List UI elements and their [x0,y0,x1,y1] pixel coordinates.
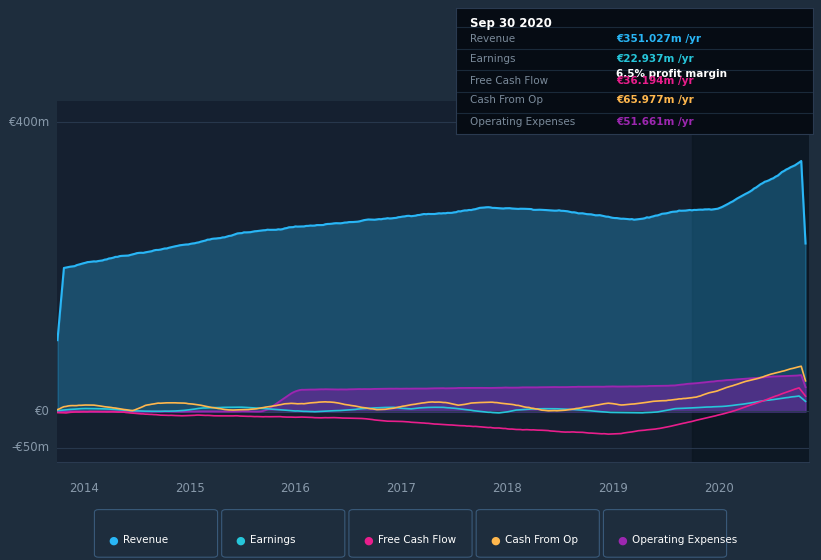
Text: 2016: 2016 [281,482,310,495]
Text: €22.937m /yr: €22.937m /yr [617,54,694,64]
Text: Free Cash Flow: Free Cash Flow [378,535,456,545]
Text: ●: ● [363,535,373,545]
Text: -€50m: -€50m [11,441,50,454]
Text: 2017: 2017 [387,482,416,495]
Text: €0: €0 [35,405,50,418]
Text: ●: ● [490,535,500,545]
Text: Earnings: Earnings [250,535,296,545]
Text: €65.977m /yr: €65.977m /yr [617,95,694,105]
Text: 2015: 2015 [175,482,204,495]
Text: Cash From Op: Cash From Op [505,535,578,545]
Text: Cash From Op: Cash From Op [470,95,543,105]
Text: 2019: 2019 [598,482,628,495]
Text: ●: ● [617,535,627,545]
Text: €351.027m /yr: €351.027m /yr [617,34,701,44]
Text: Sep 30 2020: Sep 30 2020 [470,17,552,30]
Text: €400m: €400m [9,116,50,129]
Bar [692,101,819,462]
Text: ●: ● [108,535,118,545]
Text: 6.5% profit margin: 6.5% profit margin [617,69,727,79]
Text: 2014: 2014 [69,482,99,495]
Text: Revenue: Revenue [470,34,515,44]
Text: Operating Expenses: Operating Expenses [470,117,576,127]
Text: ●: ● [236,535,245,545]
Text: Earnings: Earnings [470,54,516,64]
Text: 2020: 2020 [704,482,734,495]
Text: 2018: 2018 [493,482,522,495]
Text: €36.194m /yr: €36.194m /yr [617,77,694,86]
Text: Revenue: Revenue [123,535,168,545]
Text: Free Cash Flow: Free Cash Flow [470,77,548,86]
Text: Operating Expenses: Operating Expenses [632,535,737,545]
Text: €51.661m /yr: €51.661m /yr [617,117,694,127]
